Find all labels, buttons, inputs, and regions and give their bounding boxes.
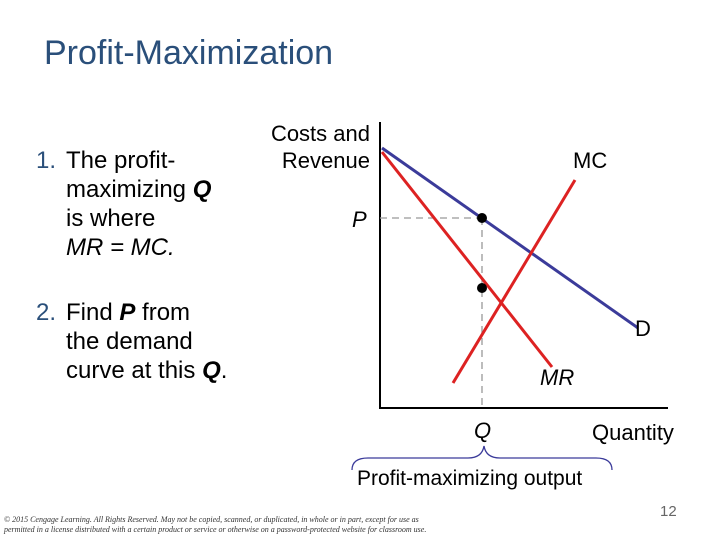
point1-line1: The profit-	[66, 147, 176, 174]
point2-line1a: Find	[66, 299, 120, 326]
mr-mc-intersection-point	[477, 283, 487, 293]
mc-curve	[451, 179, 577, 384]
d-label: D	[635, 316, 651, 341]
y-axis-label: Costs and Revenue	[271, 120, 370, 174]
mr-curve	[380, 151, 554, 368]
point2-line3a: curve at this	[66, 357, 203, 384]
bullet-point-1: 1. The profit- maximizing Q is where MR …	[36, 146, 211, 262]
point1-q: Q	[192, 176, 212, 203]
x-axis-label: Quantity	[592, 420, 674, 445]
bullet-number-1: 1.	[36, 147, 57, 174]
point2-line1c: from	[135, 299, 191, 326]
profit-maximizing-output-label: Profit-maximizing output	[357, 467, 583, 490]
page-number: 12	[660, 503, 677, 520]
y-axis-label-line2: Revenue	[281, 148, 370, 173]
point1-line3: is where	[66, 205, 156, 232]
point2-p: P	[119, 299, 136, 326]
bullet-point-2: 2. Find P from the demand curve at this …	[36, 298, 227, 385]
point2-line2: the demand	[66, 328, 193, 355]
demand-curve	[381, 146, 639, 330]
point2-line3c: .	[220, 357, 228, 384]
p-label: P	[352, 207, 367, 232]
point2-q: Q	[202, 357, 221, 384]
mc-label: MC	[573, 148, 608, 173]
y-axis-label-line1: Costs and	[270, 121, 370, 146]
point1-line4: MR = MC.	[66, 234, 175, 261]
q-label: Q	[474, 418, 492, 443]
point1-line2: maximizing	[66, 176, 193, 203]
output-brace	[351, 445, 613, 471]
price-point	[477, 213, 487, 223]
mr-label: MR	[540, 365, 575, 390]
bullet-number-2: 2.	[36, 299, 57, 326]
slide-title: Profit-Maximization	[44, 34, 334, 72]
copyright-notice: © 2015 Cengage Learning. All Rights Rese…	[4, 515, 427, 534]
